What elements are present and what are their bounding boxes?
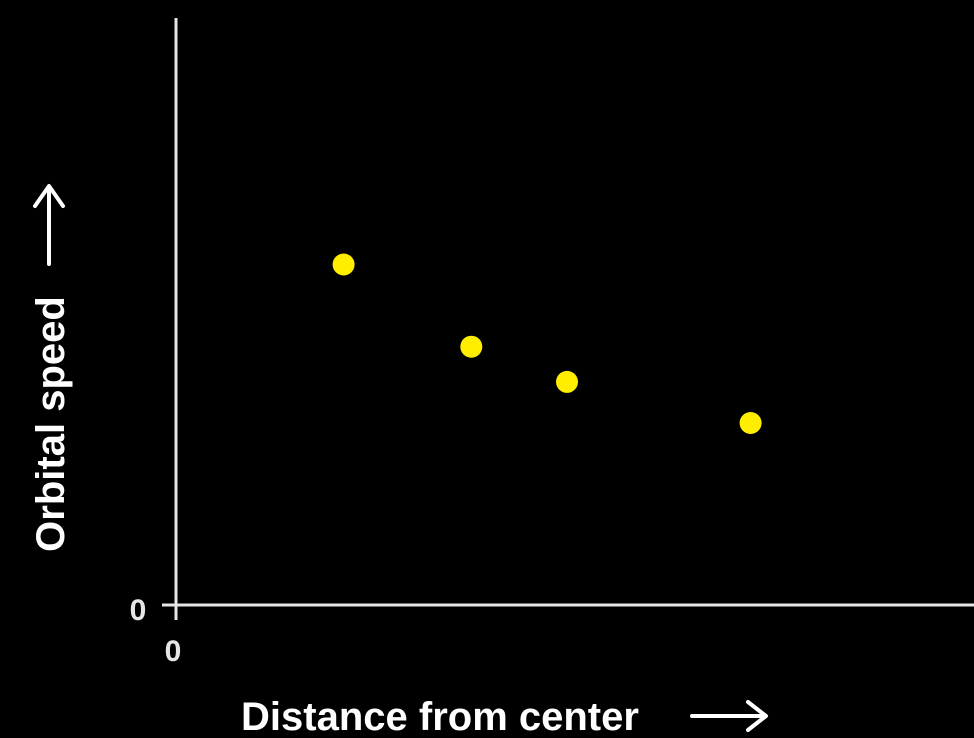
data-point-1 — [332, 253, 355, 276]
x-axis-title: Distance from center — [241, 695, 639, 738]
data-point-2 — [460, 335, 483, 358]
y-axis-title: Orbital speed — [29, 296, 73, 552]
data-point-3 — [556, 370, 578, 393]
y-tick-label-zero: 0 — [130, 594, 147, 627]
x-tick-label-zero: 0 — [165, 635, 182, 668]
data-point-4 — [739, 412, 762, 434]
y-axis-arrow-icon — [33, 184, 65, 266]
data-points — [332, 253, 762, 434]
x-axis-arrow-icon — [690, 700, 768, 732]
